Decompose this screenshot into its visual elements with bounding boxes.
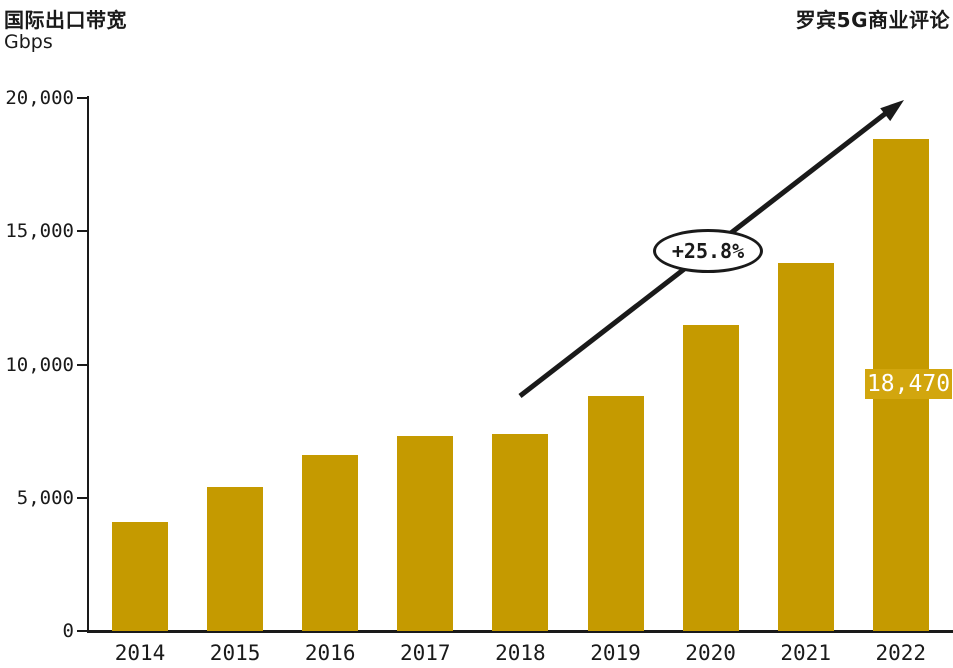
y-tick-label: 10,000: [5, 353, 74, 376]
x-tick-label-2019: 2019: [590, 641, 641, 665]
growth-rate-badge: +25.8%: [653, 229, 763, 273]
bar-2018: [492, 433, 549, 631]
bar-2021: [777, 263, 834, 631]
y-tick: [77, 230, 88, 233]
y-tick-label: 0: [62, 620, 74, 642]
chart-title: 国际出口带宽: [4, 8, 127, 32]
x-tick-label-2015: 2015: [209, 641, 261, 665]
x-tick-label-2020: 2020: [685, 641, 736, 665]
y-tick: [77, 630, 88, 632]
bar-2014: [112, 521, 168, 631]
y-tick: [77, 496, 88, 499]
growth-rate-text: +25.8%: [671, 239, 745, 263]
y-tick-label: 5,000: [16, 486, 74, 509]
bar-2015: [207, 487, 264, 631]
growth-arrow-head: [880, 100, 904, 122]
x-tick-label-2022: 2022: [875, 641, 927, 665]
x-tick-label-2021: 2021: [780, 641, 831, 665]
bar-2020: [682, 324, 739, 631]
x-tick-label-2014: 2014: [114, 641, 166, 665]
y-tick-label: 20,000: [5, 87, 74, 109]
y-tick: [77, 363, 88, 366]
x-axis-line: [87, 630, 953, 633]
bar-2019: [587, 396, 644, 631]
x-tick-label-2016: 2016: [304, 641, 356, 665]
bar-2017: [397, 436, 454, 631]
x-tick-label-2018: 2018: [495, 641, 546, 665]
bar-value-label-2022: 18,470: [865, 369, 952, 399]
source-label: 罗宾5G商业评论: [795, 8, 950, 32]
y-tick-label: 15,000: [5, 220, 74, 243]
bar-2016: [302, 455, 359, 631]
bar-value-text: 18,470: [866, 371, 951, 397]
y-axis-unit-label: Gbps: [4, 31, 53, 53]
x-tick-label-2017: 2017: [400, 641, 451, 665]
y-tick: [77, 97, 88, 99]
y-axis-line: [87, 96, 89, 633]
